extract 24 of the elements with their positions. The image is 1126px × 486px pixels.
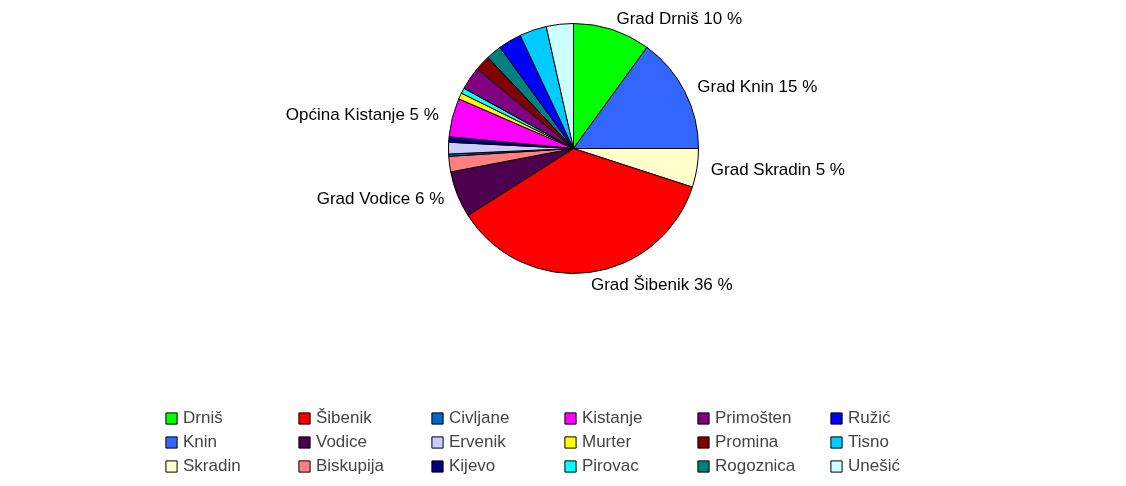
legend-label: Šibenik: [316, 408, 373, 428]
data-label: Grad Drniš 10 %: [616, 8, 743, 28]
legend-label: Tisno: [848, 432, 890, 452]
data-label: Grad Skradin 5 %: [710, 160, 845, 180]
legend-label: Vodice: [316, 432, 369, 452]
legend-label: Unešić: [848, 456, 901, 476]
data-label: Općina Kistanje 5 %: [285, 104, 439, 124]
legend-label: Knin: [183, 432, 219, 452]
legend-label: Drniš: [183, 408, 224, 428]
legend-label: Kijevo: [449, 456, 497, 476]
legend-label: Ervenik: [449, 432, 507, 452]
data-label: Grad Knin 15 %: [697, 76, 818, 96]
legend-label: Promina: [715, 432, 780, 452]
legend-label: Murter: [582, 432, 633, 452]
legend-label: Ružić: [848, 408, 892, 428]
legend-label: Rogoznica: [715, 456, 797, 476]
legend-label: Biskupija: [316, 456, 386, 476]
legend-label: Kistanje: [582, 408, 644, 428]
legend-label: Pirovac: [582, 456, 640, 476]
legend-label: Primošten: [715, 408, 793, 428]
legend-label: Civljane: [449, 408, 511, 428]
legend-label: Skradin: [183, 456, 242, 476]
data-label: Grad Šibenik 36 %: [590, 274, 733, 294]
data-label: Grad Vodice 6 %: [316, 189, 445, 209]
